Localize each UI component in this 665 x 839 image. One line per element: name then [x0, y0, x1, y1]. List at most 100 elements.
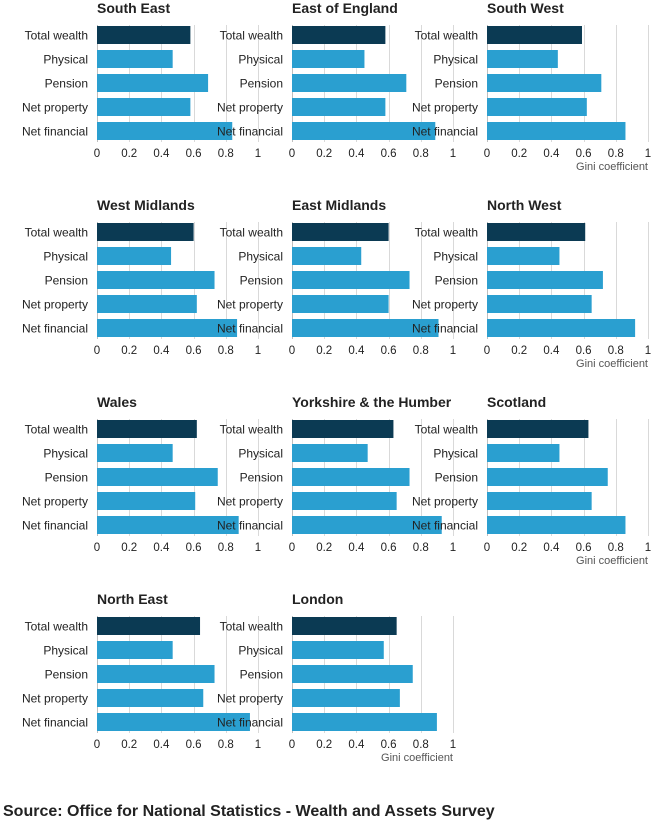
x-tick-label: 0.4	[348, 345, 365, 357]
x-axis-title: Gini coefficient	[381, 752, 453, 764]
x-tick-label: 0.2	[121, 739, 137, 751]
bar	[487, 468, 608, 486]
x-tick-label: 0.6	[186, 542, 202, 554]
x-tick-label: 0.8	[608, 542, 624, 554]
panel: North West 0 0.2 0.4 0.6 0.8 1 Total wealth Phys…	[412, 197, 651, 370]
category-label: Net financial	[217, 125, 283, 139]
x-tick-label: 0.6	[576, 542, 592, 554]
category-label: Physical	[43, 644, 88, 658]
x-tick-label: 0.8	[608, 148, 624, 160]
category-label: Net financial	[412, 322, 478, 336]
x-tick-label: 0	[484, 345, 490, 357]
bar	[292, 50, 365, 68]
bar	[97, 444, 173, 462]
category-label: Total wealth	[415, 423, 478, 437]
category-label: Net financial	[22, 322, 88, 336]
bar	[487, 516, 626, 534]
x-tick-label: 0	[94, 542, 100, 554]
x-tick-label: 0.6	[186, 148, 202, 160]
bar	[292, 420, 394, 438]
x-tick-label: 0.2	[121, 345, 137, 357]
panel-title: Wales	[97, 394, 137, 410]
category-label: Physical	[238, 250, 283, 264]
panel-title: Scotland	[487, 394, 546, 410]
x-tick-label: 0.4	[153, 345, 170, 357]
bar	[487, 295, 592, 313]
x-tick-label: 0.2	[511, 345, 527, 357]
category-label: Physical	[238, 644, 283, 658]
panel: Yorkshire & the Humber 0 0.2 0.4 0.6 0.8 1 Tota…	[217, 394, 456, 554]
x-tick-label: 0.4	[153, 739, 170, 751]
category-label: Pension	[240, 274, 283, 288]
bar	[97, 420, 197, 438]
bar	[487, 98, 587, 116]
x-tick-label: 0.6	[381, 739, 397, 751]
bar	[97, 713, 250, 731]
x-tick-label: 1	[255, 739, 261, 751]
category-label: Total wealth	[415, 226, 478, 240]
panel: North East 0 0.2 0.4 0.6 0.8 1 Total wealth Phys…	[22, 591, 261, 751]
category-label: Net financial	[22, 125, 88, 139]
bar	[97, 641, 173, 659]
bar	[292, 444, 368, 462]
x-tick-label: 0.8	[218, 739, 234, 751]
x-tick-label: 0.8	[218, 542, 234, 554]
category-label: Net property	[22, 298, 88, 312]
category-label: Total wealth	[220, 620, 283, 634]
x-tick-label: 0	[289, 739, 295, 751]
x-tick-label: 0.8	[218, 345, 234, 357]
x-tick-label: 0.4	[348, 542, 365, 554]
x-tick-label: 1	[645, 542, 651, 554]
category-label: Net property	[217, 101, 283, 115]
category-label: Physical	[433, 447, 478, 461]
bar	[292, 122, 436, 140]
category-label: Pension	[435, 77, 478, 91]
category-label: Total wealth	[415, 29, 478, 43]
category-label: Physical	[238, 53, 283, 67]
x-tick-label: 0.6	[381, 148, 397, 160]
x-tick-label: 0.4	[348, 739, 365, 751]
x-tick-label: 0.8	[608, 345, 624, 357]
bar	[487, 74, 602, 92]
x-tick-label: 0.6	[186, 345, 202, 357]
x-tick-label: 0	[289, 345, 295, 357]
x-tick-label: 0.4	[543, 345, 560, 357]
category-label: Physical	[433, 53, 478, 67]
category-label: Total wealth	[220, 29, 283, 43]
category-label: Physical	[43, 53, 88, 67]
x-tick-label: 0.4	[153, 542, 170, 554]
bar	[292, 665, 413, 683]
panel: East of England 0 0.2 0.4 0.6 0.8 1 Total wealt…	[217, 0, 456, 160]
bar	[292, 617, 397, 635]
x-tick-label: 1	[450, 739, 456, 751]
panel: Scotland 0 0.2 0.4 0.6 0.8 1 Total wealth Physic…	[412, 394, 651, 567]
x-tick-label: 1	[450, 148, 456, 160]
bar	[487, 26, 582, 44]
bar	[292, 223, 389, 241]
x-tick-label: 1	[255, 148, 261, 160]
x-tick-label: 0.6	[576, 345, 592, 357]
category-label: Net financial	[412, 125, 478, 139]
category-label: Net financial	[22, 519, 88, 533]
panel-title: Yorkshire & the Humber	[292, 394, 452, 410]
bar	[97, 319, 238, 337]
x-tick-label: 0.2	[511, 148, 527, 160]
category-label: Pension	[240, 471, 283, 485]
x-tick-label: 0.6	[381, 345, 397, 357]
panel: South East 0 0.2 0.4 0.6 0.8 1 Total wealth Phys…	[22, 0, 261, 160]
bar	[97, 689, 204, 707]
x-tick-label: 0.4	[348, 148, 365, 160]
panel-title: East of England	[292, 0, 398, 16]
x-tick-label: 0.8	[413, 345, 429, 357]
x-tick-label: 0.2	[316, 739, 332, 751]
category-label: Pension	[45, 274, 88, 288]
bar	[487, 271, 603, 289]
panel-title: East Midlands	[292, 197, 386, 213]
category-label: Net property	[412, 101, 478, 115]
bar	[487, 247, 560, 265]
panel-title: North East	[97, 591, 168, 607]
bar	[292, 74, 407, 92]
category-label: Physical	[43, 447, 88, 461]
x-tick-label: 0	[289, 148, 295, 160]
x-tick-label: 0.4	[543, 148, 560, 160]
